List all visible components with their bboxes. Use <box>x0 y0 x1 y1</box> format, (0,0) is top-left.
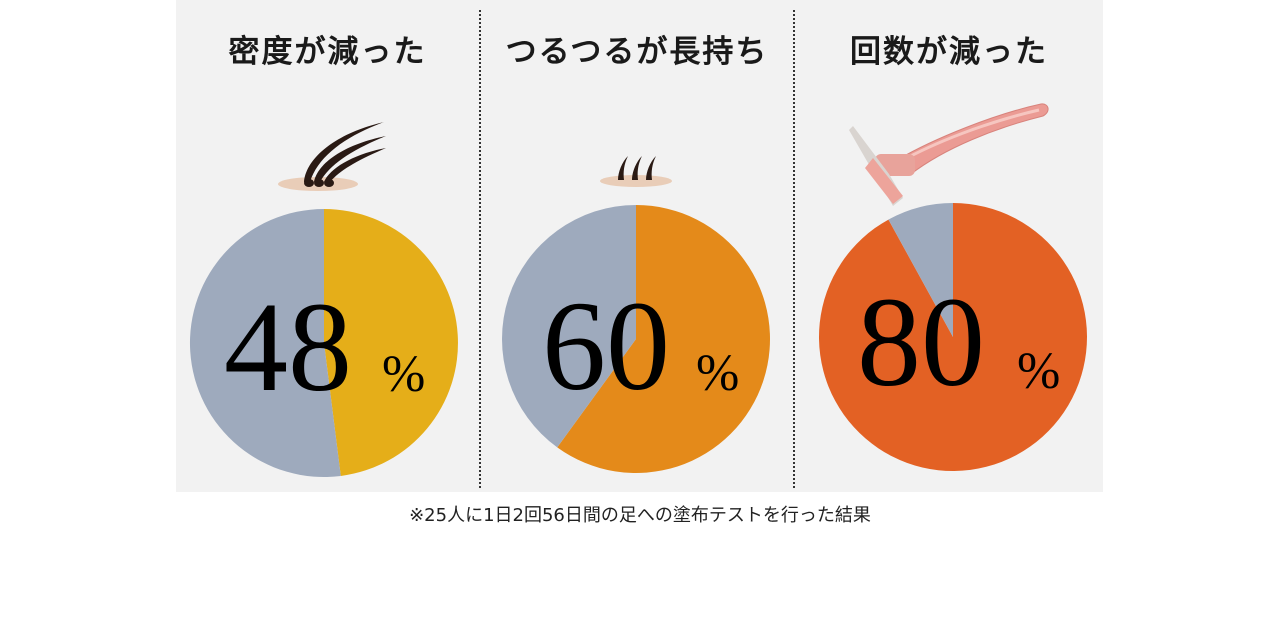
pie-chart-density: 48 % <box>189 209 458 477</box>
razor-icon <box>849 103 1049 206</box>
pie-chart-frequency: 80 % <box>818 203 1087 472</box>
value-frequency: 80 <box>857 271 985 413</box>
pie-slice-1-1 <box>502 205 636 448</box>
footnote: ※25人に1日2回56日間の足への塗布テストを行った結果 <box>409 505 871 526</box>
result-column-frequency: 回数が減った 80 % <box>795 0 1103 492</box>
chart-title-density: 密度が減った <box>228 34 427 70</box>
chart-title-frequency: 回数が減った <box>850 34 1048 70</box>
pie-slice-0-0 <box>324 209 458 476</box>
pie-slice-0-1 <box>189 209 341 477</box>
value-density: 48 <box>224 276 352 418</box>
divider-right <box>793 10 795 488</box>
pie-chart-smooth: 60 % <box>502 205 771 473</box>
result-column-smooth: つるつるが長持ち 60 % <box>481 0 793 492</box>
value-smooth: 60 <box>542 275 670 417</box>
percent-sign-smooth: % <box>696 345 739 402</box>
pie-slice-1-0 <box>557 205 771 473</box>
results-panel: 密度が減った 48 % つるつるが長持ち 60 % <box>176 0 1103 492</box>
percent-sign-frequency: % <box>1017 343 1060 400</box>
short-hair-icon <box>600 156 672 187</box>
result-column-density: 密度が減った 48 % <box>176 0 479 492</box>
divider-left <box>479 10 481 488</box>
hair-strands-icon <box>278 122 386 191</box>
pie-slice-2-0 <box>818 203 1087 472</box>
pie-slice-2-1 <box>888 203 953 337</box>
percent-sign-density: % <box>382 346 425 403</box>
chart-title-smooth: つるつるが長持ち <box>505 34 769 70</box>
